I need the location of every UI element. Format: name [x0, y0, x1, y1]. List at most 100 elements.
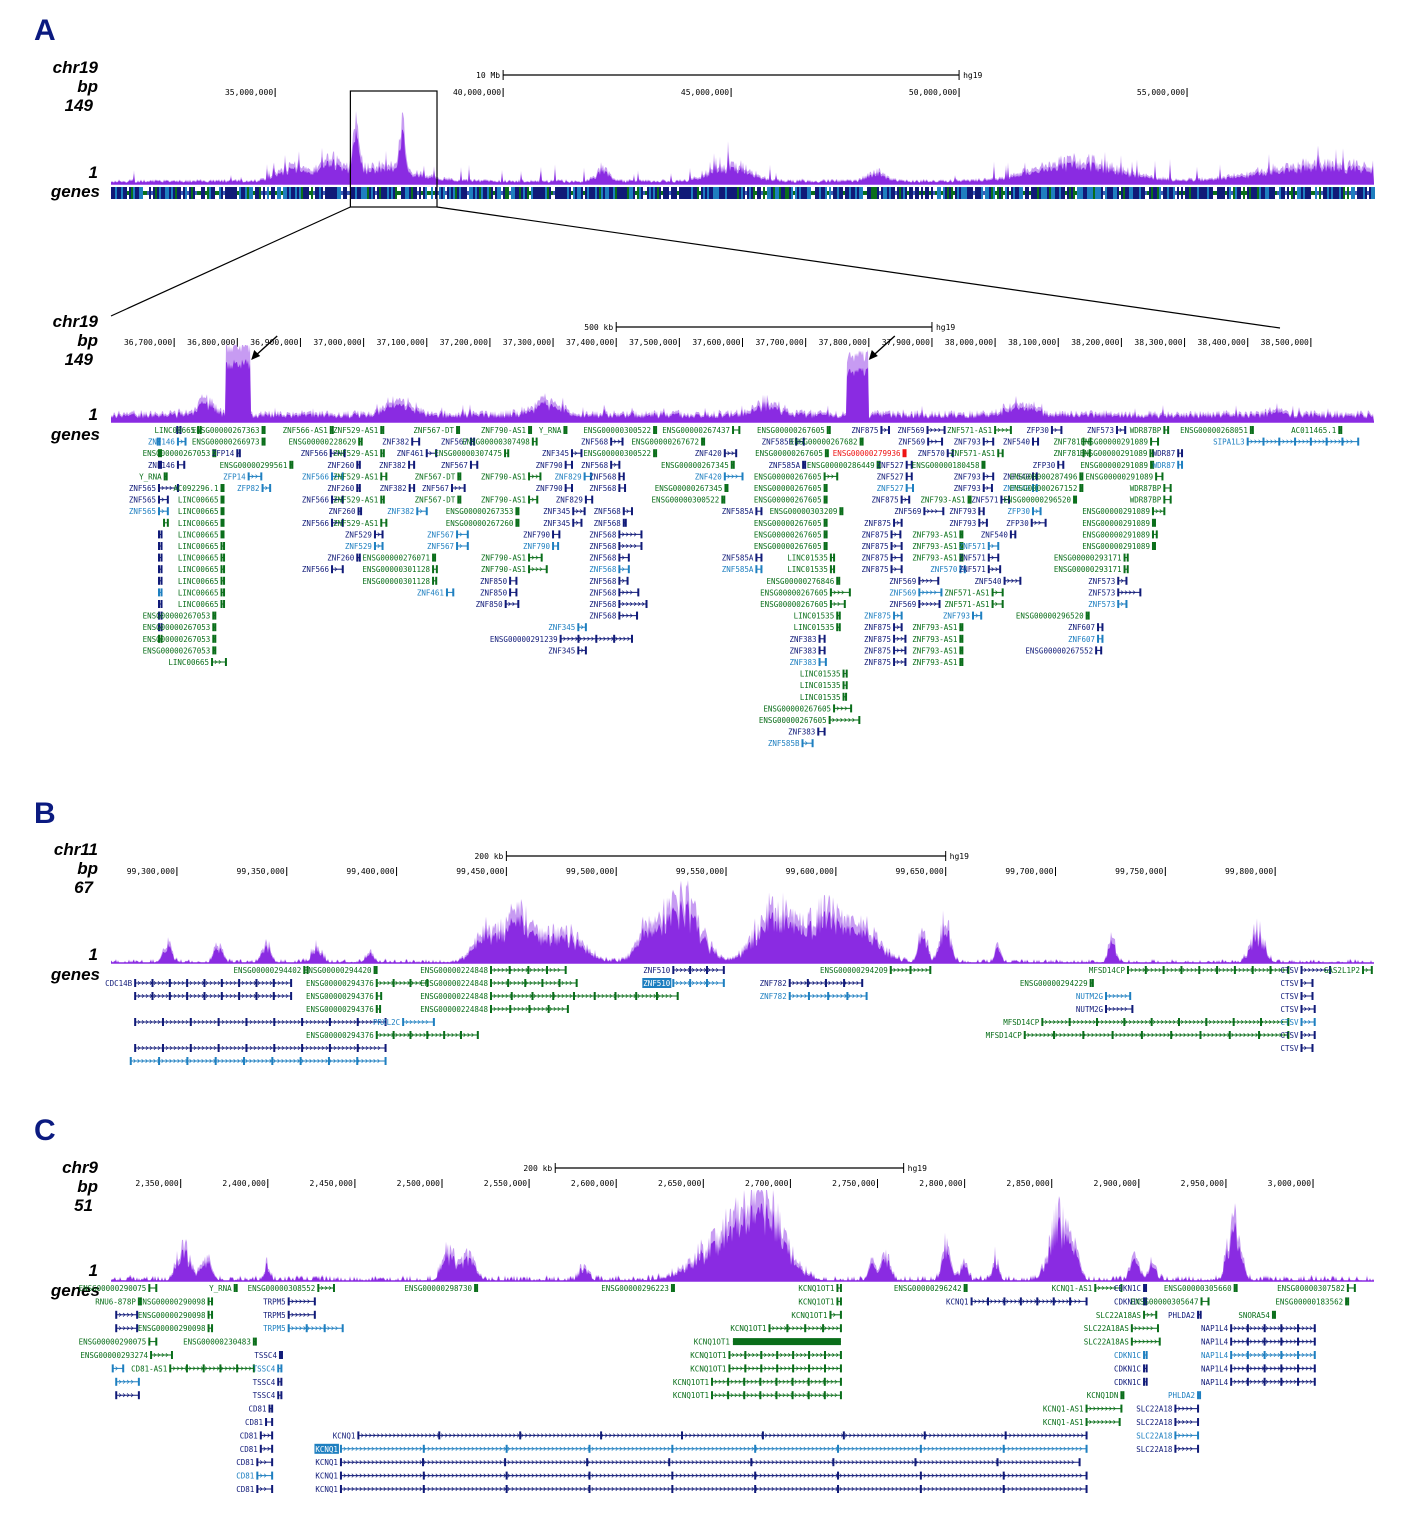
- gene-strand-chevron: [719, 1446, 723, 1451]
- gene-label: ZNF875: [864, 519, 891, 528]
- gene-model: ENSG00000224848: [420, 966, 567, 975]
- gene-strand-chevron: [459, 532, 463, 537]
- gene-block: [669, 191, 671, 195]
- gene-model: ZNF461: [397, 449, 438, 458]
- gene-exon: [222, 507, 225, 516]
- gene-strand-chevron: [225, 1019, 229, 1025]
- gene-block: [307, 187, 309, 199]
- gene-block: [1225, 191, 1227, 195]
- gene-label: ENSG00000293274: [80, 1351, 148, 1360]
- gene-strand-chevron: [1268, 1019, 1272, 1025]
- gene-exon: [408, 484, 411, 492]
- gene-strand-chevron: [639, 1446, 643, 1451]
- gene-block: [593, 187, 595, 199]
- gene-strand-chevron: [415, 1486, 419, 1492]
- gene-strand-chevron: [213, 980, 217, 986]
- gene-exon: [577, 634, 580, 643]
- gene-exon: [157, 495, 160, 504]
- gene-strand-chevron: [563, 1473, 567, 1478]
- gene-exon: [1085, 1297, 1088, 1306]
- gene-exon: [825, 484, 828, 492]
- gene-strand-chevron: [399, 1473, 403, 1478]
- gene-strand-chevron: [839, 1446, 843, 1451]
- gene-strand-chevron: [169, 1019, 173, 1025]
- gene-block: [651, 187, 653, 199]
- gene-model: KCNQ1OT1: [690, 1364, 842, 1373]
- gene-strand-chevron: [549, 1006, 553, 1012]
- gene-strand-chevron: [1100, 1019, 1104, 1025]
- gene-strand-chevron: [317, 1058, 321, 1064]
- gene-strand-chevron: [535, 474, 539, 479]
- gene-strand-chevron: [823, 1473, 827, 1478]
- gene-model: MFSD14CP: [986, 1031, 1290, 1040]
- gene-strand-chevron: [600, 1433, 604, 1438]
- gene-strand-chevron: [815, 1352, 819, 1358]
- gene-strand-chevron: [823, 1352, 827, 1358]
- gene-block: [599, 187, 601, 199]
- gene-label: ENSG00000294420: [304, 966, 372, 975]
- gene-block: [783, 187, 785, 199]
- gene-block: [723, 187, 725, 199]
- gene-label: ENSG00000291089: [1085, 472, 1153, 481]
- gene-model: ENSG00000291089: [1080, 460, 1155, 470]
- gene-exon: [469, 437, 472, 446]
- gene-block: [735, 187, 737, 199]
- gene-strand-chevron: [1031, 1460, 1035, 1465]
- track-labels-a-zoom: chr19 bp 149 1 genes: [50, 312, 100, 444]
- gene-block: [919, 191, 921, 195]
- gene-model: SLC22A18: [1136, 1404, 1200, 1414]
- gene-strand-chevron: [1189, 1419, 1193, 1425]
- axis-tick-label: 37,800,000: [819, 338, 867, 347]
- gene-exon: [1300, 992, 1303, 1000]
- gene-strand-chevron: [169, 993, 173, 999]
- gene-model: CD81: [248, 1404, 274, 1414]
- gene-strand-chevron: [205, 980, 209, 986]
- gene-label: ZNF570: [930, 565, 958, 574]
- gene-strand-chevron: [633, 601, 637, 607]
- gene-strand-chevron: [497, 993, 501, 999]
- gene-strand-chevron: [1270, 439, 1274, 444]
- gene-model: ZFP30: [1033, 460, 1065, 470]
- gene-block: [1027, 187, 1029, 199]
- gene-block: [793, 191, 795, 195]
- gene-block: [467, 191, 469, 195]
- gene-strand-chevron: [241, 1045, 245, 1051]
- gene-exon: [1280, 1337, 1283, 1346]
- gene-exon: [583, 472, 586, 481]
- gene-strand-chevron: [796, 980, 800, 986]
- gene-strand-chevron: [919, 1460, 923, 1465]
- gene-strand-chevron: [907, 1460, 911, 1465]
- axis-tick-label: 2,900,000: [1093, 1179, 1137, 1188]
- gene-strand-chevron: [403, 1460, 407, 1465]
- gene-strand-chevron: [731, 1460, 735, 1465]
- gene-strand-chevron: [455, 1473, 459, 1478]
- gene-model: ZNF875: [861, 553, 903, 563]
- gene-strand-chevron: [571, 636, 574, 641]
- gene-strand-chevron: [660, 1433, 664, 1438]
- gene-strand-chevron: [361, 1019, 365, 1025]
- gene-strand-chevron: [818, 1379, 822, 1384]
- gene-block: [523, 187, 525, 199]
- gene-block: [791, 187, 793, 199]
- gene-exon: [1041, 1018, 1044, 1026]
- gene-exon: [432, 553, 435, 562]
- gene-exon: [1313, 1337, 1316, 1346]
- gene-block: [1005, 187, 1007, 199]
- gene-model: ZNF382: [387, 507, 428, 516]
- gene-model: CD81: [245, 1418, 274, 1427]
- gene-strand-chevron: [935, 1486, 939, 1492]
- axis-tick-label: 99,750,000: [1115, 867, 1163, 876]
- gene-block: [1121, 187, 1123, 199]
- gene-strand-chevron: [137, 1019, 141, 1025]
- gene-strand-chevron: [901, 967, 905, 973]
- gene-strand-chevron: [1259, 1032, 1263, 1038]
- gene-strand-chevron: [240, 1366, 244, 1371]
- gene-strand-chevron: [1075, 1486, 1079, 1492]
- gene-strand-chevron: [786, 1379, 790, 1384]
- gene-strand-chevron: [875, 1473, 879, 1478]
- gene-model: CTSV: [1280, 1018, 1316, 1027]
- gene-strand-chevron: [979, 1446, 983, 1451]
- gene-strand-chevron: [1063, 1486, 1067, 1492]
- gene-exon: [1062, 460, 1065, 469]
